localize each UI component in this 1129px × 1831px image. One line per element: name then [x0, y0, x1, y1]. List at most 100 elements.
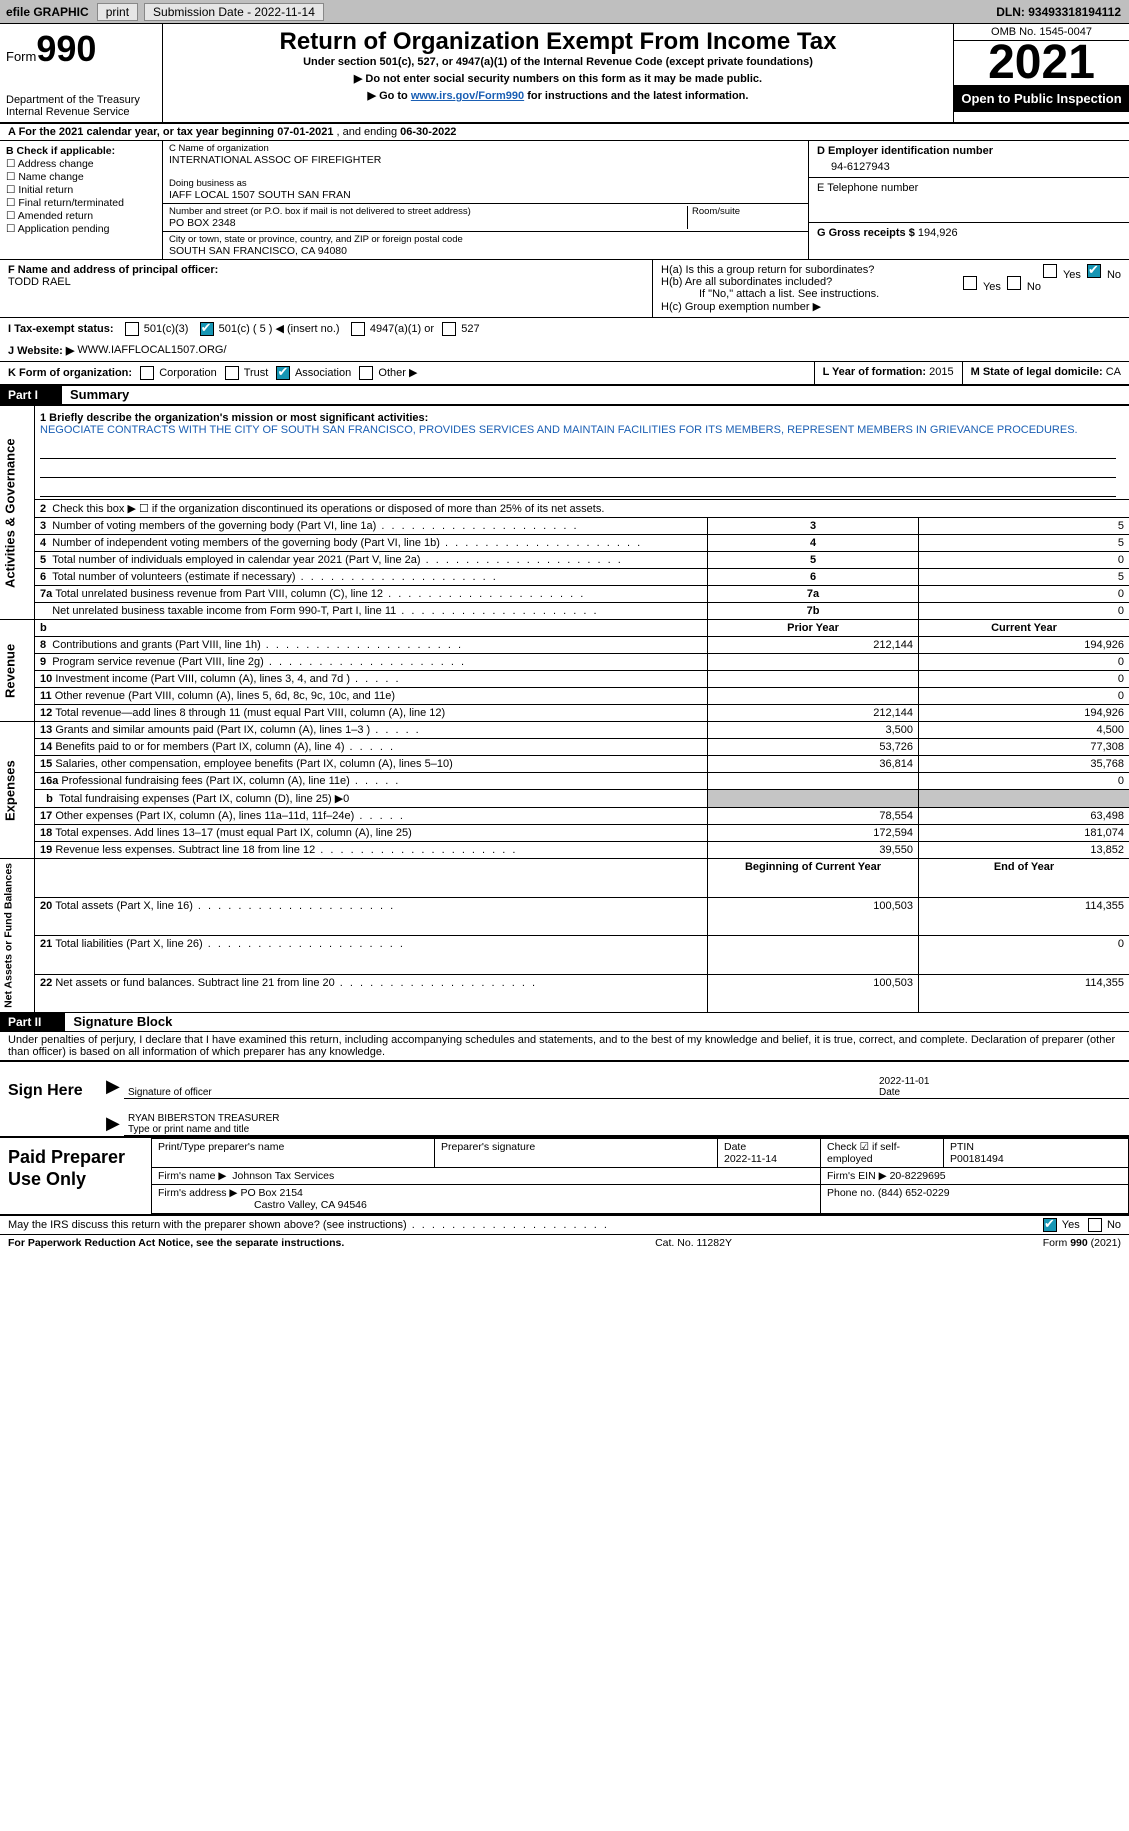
side-exp: Expenses: [0, 722, 35, 859]
chk-app-pending[interactable]: ☐ Application pending: [6, 223, 156, 235]
type-name-lbl: Type or print name and title: [128, 1124, 249, 1135]
eoy-hdr: End of Year: [919, 859, 1129, 897]
i-501c[interactable]: [200, 322, 214, 336]
tel-label: E Telephone number: [817, 182, 918, 194]
ein-label: D Employer identification number: [817, 145, 993, 157]
k-assoc[interactable]: [276, 366, 290, 380]
dept-treasury: Department of the Treasury: [6, 94, 156, 106]
nossn: ▶ Do not enter social security numbers o…: [171, 72, 945, 85]
col-d: D Employer identification number 94-6127…: [808, 141, 1129, 259]
col-b: B Check if applicable: ☐ Address change …: [0, 141, 163, 259]
exp-row: 19 Revenue less expenses. Subtract line …: [0, 842, 1129, 859]
hb-no[interactable]: [1007, 276, 1021, 290]
form-page: Form 990 (2021): [1043, 1237, 1121, 1249]
ha-yes[interactable]: [1043, 264, 1057, 278]
exp-row: 17 Other expenses (Part IX, column (A), …: [0, 808, 1129, 825]
print-button[interactable]: print: [97, 3, 138, 21]
b-title: B Check if applicable:: [6, 145, 115, 157]
sign-here: Sign Here: [0, 1062, 106, 1136]
ein: 94-6127943: [817, 157, 1121, 173]
k-trust[interactable]: [225, 366, 239, 380]
addr: PO BOX 2348: [169, 217, 687, 229]
firm-ein: 20-8229695: [890, 1170, 946, 1182]
net-row: 21 Total liabilities (Part X, line 26)0: [0, 936, 1129, 974]
side-ag: Activities & Governance: [0, 406, 35, 620]
paid-label: Paid Preparer Use Only: [0, 1138, 151, 1214]
block-bcd: B Check if applicable: ☐ Address change …: [0, 141, 1129, 260]
topbar: efile GRAPHIC print Submission Date - 20…: [0, 0, 1129, 24]
k-corp[interactable]: [140, 366, 154, 380]
hc: H(c) Group exemption number ▶: [661, 300, 1121, 313]
rev-row: 12 Total revenue—add lines 8 through 11 …: [0, 705, 1129, 722]
hb: H(b) Are all subordinates included?: [661, 276, 832, 288]
city: SOUTH SAN FRANCISCO, CA 94080: [169, 245, 802, 257]
k-other[interactable]: [359, 366, 373, 380]
c-name-label: C Name of organization: [169, 143, 802, 154]
paid-preparer: Paid Preparer Use Only Print/Type prepar…: [0, 1138, 1129, 1216]
exp-row: 16a Professional fundraising fees (Part …: [0, 773, 1129, 790]
gross-label: G Gross receipts $: [817, 227, 915, 239]
exp-row: 14 Benefits paid to or for members (Part…: [0, 739, 1129, 756]
firm-addr: PO Box 2154: [240, 1187, 302, 1199]
i-527[interactable]: [442, 322, 456, 336]
ag-row: 3 Number of voting members of the govern…: [0, 518, 1129, 535]
irs-link[interactable]: www.irs.gov/Form990: [411, 90, 524, 102]
part2-header: Part IISignature Block: [0, 1013, 1129, 1032]
hb-yes[interactable]: [963, 276, 977, 290]
ag-row: 6 Total number of volunteers (estimate i…: [0, 569, 1129, 586]
efile-label: efile GRAPHIC: [0, 5, 95, 19]
exp-row: 15 Salaries, other compensation, employe…: [0, 756, 1129, 773]
firm-phone: (844) 652-0229: [878, 1187, 950, 1199]
side-net: Net Assets or Fund Balances: [0, 859, 35, 1013]
i-4947[interactable]: [351, 322, 365, 336]
ag-row: Net unrelated business taxable income fr…: [0, 603, 1129, 620]
ptin: P00181494: [950, 1153, 1004, 1165]
open-public: Open to Public Inspection: [954, 85, 1129, 112]
dba: IAFF LOCAL 1507 SOUTH SAN FRAN: [169, 189, 802, 201]
arrow-icon: ▶: [106, 1113, 124, 1136]
sig-date-val: 2022-11-01: [879, 1076, 929, 1087]
chk-address[interactable]: ☐ Address change: [6, 158, 156, 170]
dln: DLN: 93493318194112: [996, 5, 1129, 19]
q1-val: NEGOCIATE CONTRACTS WITH THE CITY OF SOU…: [40, 424, 1078, 436]
footer-discuss: May the IRS discuss this return with the…: [0, 1216, 1129, 1235]
cat-no: Cat. No. 11282Y: [655, 1237, 732, 1249]
boy-hdr: Beginning of Current Year: [708, 859, 919, 897]
pt-name-lbl: Print/Type preparer's name: [158, 1141, 284, 1153]
row-fgh: F Name and address of principal officer:…: [0, 260, 1129, 318]
form-subtitle: Under section 501(c), 527, or 4947(a)(1)…: [171, 56, 945, 68]
rev-row: 11 Other revenue (Part VIII, column (A),…: [0, 688, 1129, 705]
row-j: J Website: ▶ WWW.IAFFLOCAL1507.ORG/: [0, 340, 1129, 362]
ha-no[interactable]: [1087, 264, 1101, 278]
city-label: City or town, state or province, country…: [169, 234, 802, 245]
goto: ▶ Go to www.irs.gov/Form990 for instruct…: [171, 89, 945, 102]
net-row: 22 Net assets or fund balances. Subtract…: [0, 974, 1129, 1013]
website: WWW.IAFFLOCAL1507.ORG/: [77, 344, 226, 357]
i-501c3[interactable]: [125, 322, 139, 336]
discuss-yes[interactable]: [1043, 1218, 1057, 1232]
chk-final[interactable]: ☐ Final return/terminated: [6, 197, 156, 209]
state-domicile: CA: [1106, 366, 1121, 378]
declaration: Under penalties of perjury, I declare th…: [0, 1032, 1129, 1060]
form-title: Return of Organization Exempt From Incom…: [171, 28, 945, 56]
prior-year-hdr: Prior Year: [708, 620, 919, 637]
footer-bottom: For Paperwork Reduction Act Notice, see …: [0, 1235, 1129, 1251]
dba-label: Doing business as: [169, 178, 802, 189]
chk-amended[interactable]: ☐ Amended return: [6, 210, 156, 222]
firm-name: Johnson Tax Services: [232, 1170, 334, 1182]
q1-lbl: 1 Briefly describe the organization's mi…: [40, 412, 428, 424]
chk-initial[interactable]: ☐ Initial return: [6, 184, 156, 196]
row-a: A For the 2021 calendar year, or tax yea…: [0, 124, 1129, 141]
submission-date: Submission Date - 2022-11-14: [144, 3, 324, 21]
part1-table: Activities & Governance 1 Briefly descri…: [0, 405, 1129, 1013]
sig-date-lbl: Date: [879, 1087, 900, 1098]
chk-name[interactable]: ☐ Name change: [6, 171, 156, 183]
row-i: I Tax-exempt status: 501(c)(3) 501(c) ( …: [0, 318, 1129, 340]
tax-year: 2021: [954, 41, 1129, 85]
sig-officer-lbl: Signature of officer: [128, 1087, 212, 1098]
pt-self: Check ☑ if self-employed: [821, 1139, 944, 1168]
ag-row: 4 Number of independent voting members o…: [0, 535, 1129, 552]
discuss-no[interactable]: [1088, 1218, 1102, 1232]
side-rev: Revenue: [0, 620, 35, 722]
gross: 194,926: [918, 227, 958, 239]
